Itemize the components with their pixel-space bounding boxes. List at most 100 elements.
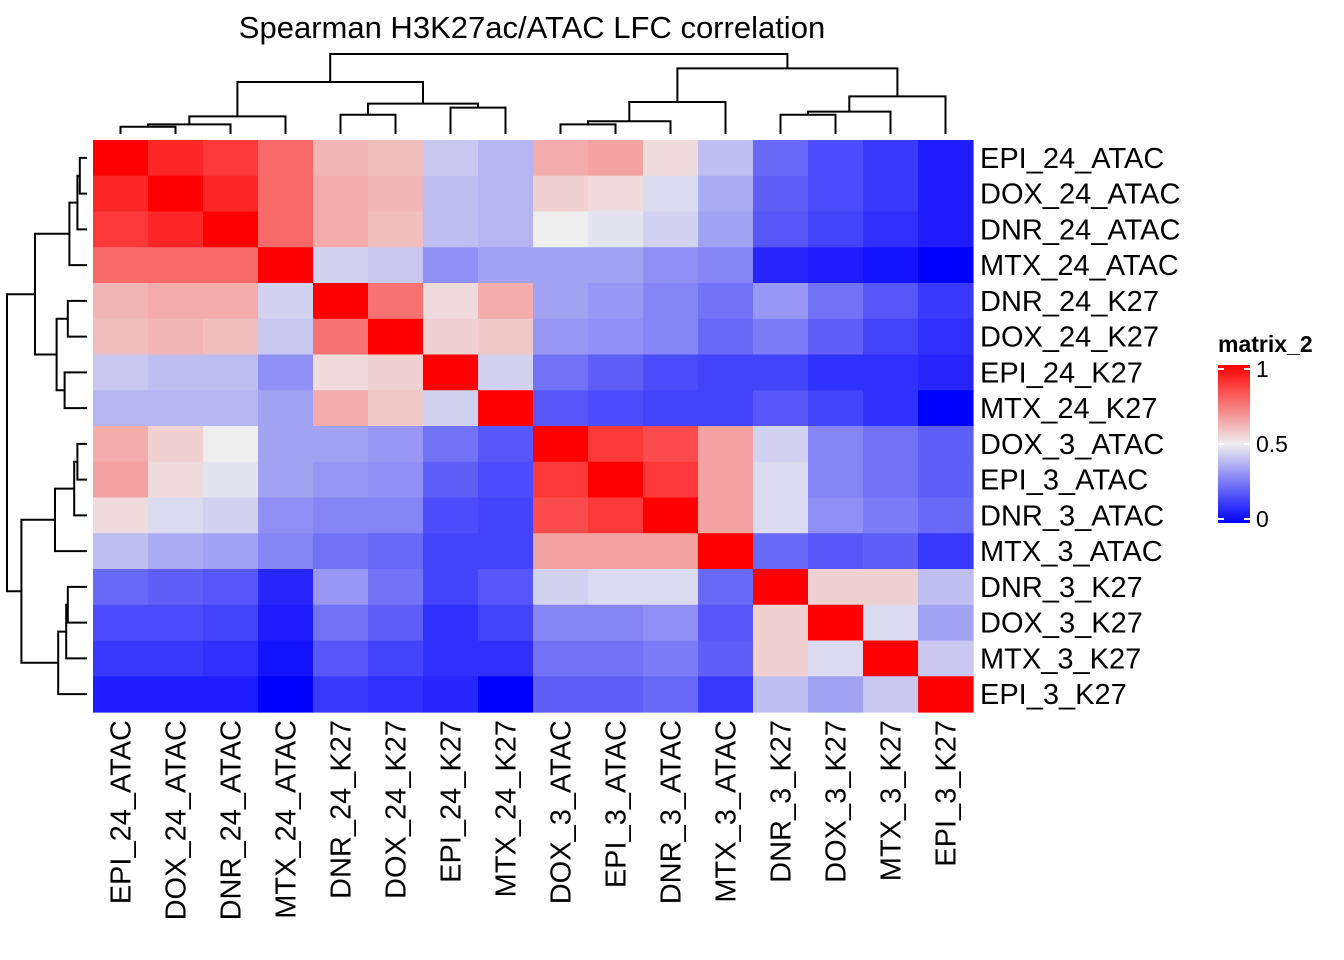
- heatmap-cell: [533, 569, 589, 606]
- heatmap-cell: [533, 354, 589, 391]
- heatmap-cell: [423, 390, 479, 427]
- heatmap-cell: [588, 497, 644, 534]
- dendrogram-branch: [65, 603, 87, 660]
- dendrogram-branch: [66, 299, 87, 338]
- dendrogram-branch: [63, 371, 87, 410]
- heatmap-cell: [148, 211, 204, 248]
- legend-tick-label: 0.5: [1256, 431, 1288, 457]
- heatmap-cell: [368, 461, 424, 499]
- heatmap-cell: [753, 533, 809, 570]
- heatmap-cell: [808, 533, 864, 570]
- heatmap-cell: [148, 390, 204, 427]
- heatmap-cell: [863, 569, 919, 606]
- heatmap-cell: [753, 390, 809, 427]
- heatmap-cell: [423, 533, 479, 570]
- heatmap-cell: [93, 569, 149, 606]
- heatmap-cell: [203, 604, 259, 642]
- heatmap-cell: [368, 604, 424, 642]
- row-label: MTX_24_ATAC: [980, 250, 1179, 282]
- heatmap-cell: [93, 426, 149, 463]
- heatmap-cell: [753, 211, 809, 248]
- row-label: EPI_24_ATAC: [980, 143, 1164, 175]
- column-label: DNR_24_K27: [326, 720, 358, 899]
- heatmap-cell: [808, 354, 864, 391]
- heatmap-cell: [368, 497, 424, 534]
- heatmap-cell: [368, 390, 424, 427]
- heatmap-cell: [698, 354, 754, 391]
- heatmap-cell: [148, 676, 204, 713]
- heatmap-cell: [643, 140, 699, 177]
- heatmap-cell: [533, 604, 589, 642]
- heatmap-cell: [533, 247, 589, 284]
- heatmap-cell: [863, 175, 919, 213]
- dendrogram-branch: [779, 113, 837, 134]
- row-dendrogram: [6, 156, 87, 696]
- heatmap-cell: [753, 569, 809, 606]
- heatmap-cell: [533, 461, 589, 499]
- heatmap-cell: [203, 569, 259, 606]
- heatmap-cell: [698, 604, 754, 642]
- heatmap-cell: [863, 497, 919, 534]
- heatmap-cell: [478, 283, 534, 320]
- heatmap-cell: [203, 533, 259, 570]
- heatmap-cell: [753, 318, 809, 356]
- row-label: DNR_24_ATAC: [980, 214, 1180, 246]
- heatmap-cell: [423, 676, 479, 713]
- heatmap-cell: [423, 461, 479, 499]
- heatmap-cell: [203, 497, 259, 534]
- heatmap-cell: [258, 676, 314, 713]
- heatmap-cell: [863, 211, 919, 248]
- dendrogram-branch: [66, 585, 87, 624]
- heatmap-cell: [918, 604, 974, 642]
- heatmap-cell: [863, 354, 919, 391]
- heatmap-cell: [423, 175, 479, 213]
- heatmap-cell: [148, 640, 204, 677]
- heatmap-cell: [588, 426, 644, 463]
- row-label: DOX_24_K27: [980, 322, 1159, 354]
- heatmap-cell: [368, 140, 424, 177]
- heatmap-cell: [808, 247, 864, 284]
- heatmap-cell: [313, 140, 369, 177]
- heatmap-cell: [808, 461, 864, 499]
- heatmap-cell: [258, 247, 314, 284]
- heatmap-cell: [588, 354, 644, 391]
- heatmap-cell: [368, 354, 424, 391]
- column-label: DNR_3_ATAC: [656, 720, 688, 904]
- dendrogram-branch: [54, 487, 87, 553]
- heatmap-cell: [643, 211, 699, 248]
- heatmap-cell: [643, 461, 699, 499]
- heatmap-cell: [478, 140, 534, 177]
- heatmap-cell: [588, 175, 644, 213]
- heatmap-cell: [698, 211, 754, 248]
- heatmap-cell: [258, 390, 314, 427]
- heatmap-cell: [258, 533, 314, 570]
- heatmap-cell: [313, 533, 369, 570]
- heatmap-cell: [588, 247, 644, 284]
- heatmap-cell: [643, 569, 699, 606]
- heatmap-cell: [423, 640, 479, 677]
- chart-title: Spearman H3K27ac/ATAC LFC correlation: [239, 10, 825, 45]
- heatmap-cell: [698, 318, 754, 356]
- heatmap-cell: [258, 211, 314, 248]
- row-label: DOX_3_K27: [980, 608, 1143, 640]
- heatmap-cell: [478, 175, 534, 213]
- heatmap-cell: [203, 676, 259, 713]
- dendrogram-branch: [78, 156, 87, 195]
- heatmap-cell: [478, 354, 534, 391]
- heatmap-cell: [93, 318, 149, 356]
- row-label: DNR_3_ATAC: [980, 500, 1164, 532]
- heatmap-cell: [423, 426, 479, 463]
- dendrogram-branch: [339, 113, 397, 134]
- column-label: DNR_24_ATAC: [216, 720, 248, 920]
- heatmap-cell: [478, 569, 534, 606]
- column-labels: EPI_24_ATAC DOX_24_ATAC DNR_24_ATAC MTX_24_…: [106, 720, 963, 920]
- heatmap-cell: [258, 175, 314, 213]
- heatmap-cell: [368, 676, 424, 713]
- column-label: MTX_3_ATAC: [711, 720, 743, 903]
- heatmap-cell: [533, 318, 589, 356]
- heatmap-cell: [203, 283, 259, 320]
- row-label: MTX_3_K27: [980, 643, 1141, 675]
- heatmap-cell: [863, 283, 919, 320]
- heatmap-cell: [93, 461, 149, 499]
- heatmap-cell: [148, 283, 204, 320]
